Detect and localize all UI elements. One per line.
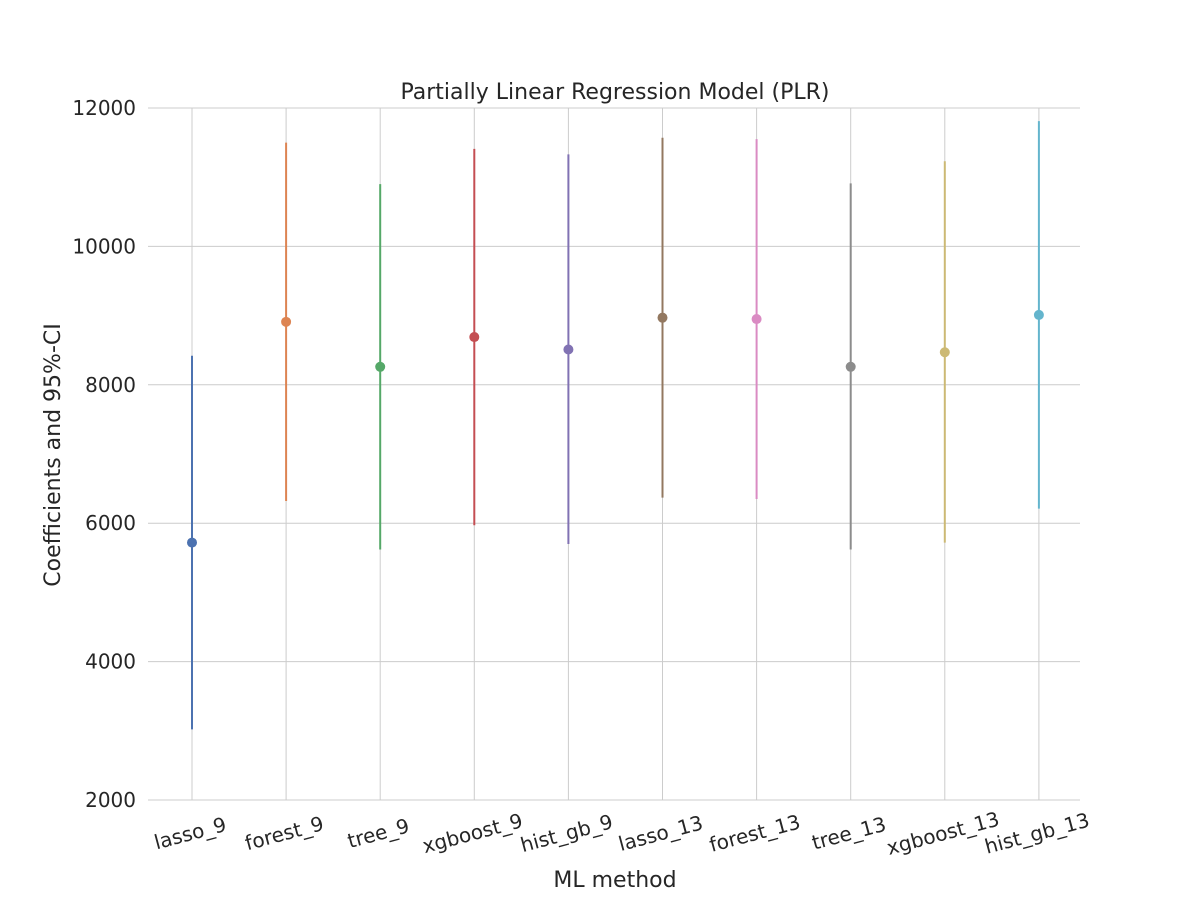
coef-point [751,314,762,325]
y-tick-label: 12000 [72,96,136,120]
x-tick-label: tree_9 [345,813,412,852]
x-tick-label: xgboost_13 [884,807,1002,860]
x-tick-label: lasso_13 [616,810,706,856]
x-tick-label: hist_gb_13 [982,808,1092,859]
coef-point [281,316,292,327]
y-axis: 2000 4000 6000 8000 10000 12000 [72,96,136,812]
x-tick-label: xgboost_9 [420,808,525,858]
coef-point [187,537,197,548]
y-tick-label: 8000 [85,373,136,397]
x-tick-label: forest_13 [707,810,803,857]
y-tick-label: 2000 [85,788,136,812]
x-axis-label: ML method [553,868,676,893]
x-tick-label: tree_13 [809,812,888,855]
y-tick-label: 6000 [85,511,136,535]
y-tick-label: 10000 [72,234,136,258]
coef-point [563,344,574,355]
coef-point [845,361,856,372]
coef-point [1033,309,1044,320]
coef-point [939,347,950,358]
coef-point [469,332,480,343]
errorbars [191,121,1040,730]
x-tick-label: lasso_9 [152,812,229,854]
x-tick-label: hist_gb_9 [518,809,616,857]
points [187,309,1044,548]
grid [148,107,1080,801]
y-tick-label: 4000 [85,650,136,674]
coef-point [375,361,386,372]
coef-point [657,312,668,323]
y-axis-label: Coefficients and 95%-CI [41,323,66,586]
x-tick-label: forest_9 [242,811,326,855]
chart-title: Partially Linear Regression Model (PLR) [401,80,830,105]
